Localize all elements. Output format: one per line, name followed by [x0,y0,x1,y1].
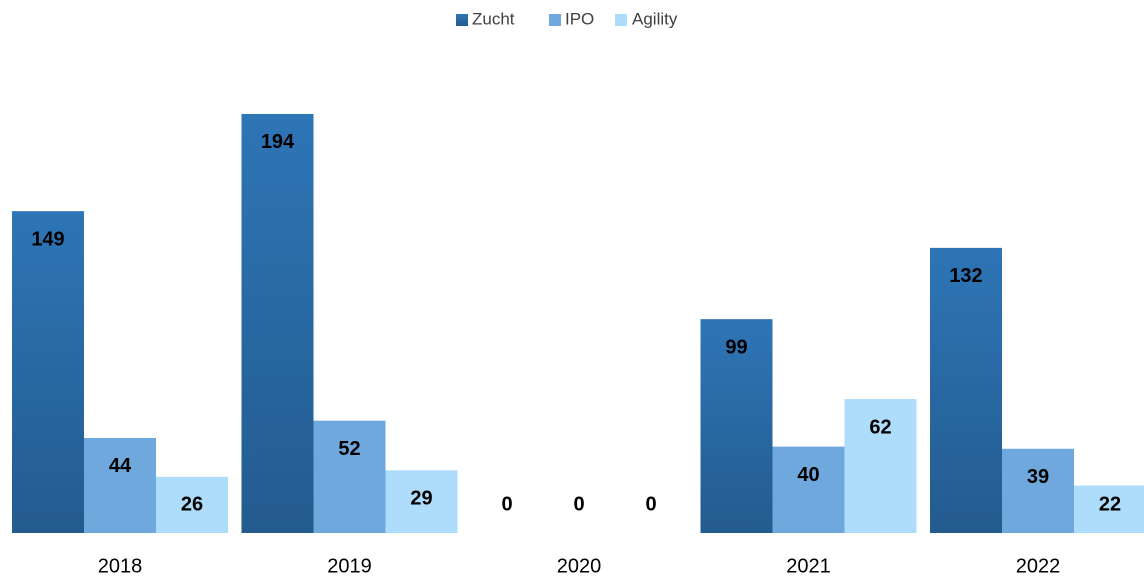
value-label: 40 [797,464,819,486]
legend-swatch [456,14,468,26]
legend-label: Agility [632,9,678,28]
bar [313,420,386,533]
value-label: 0 [573,493,584,515]
legend-swatch [549,14,561,26]
legend-label: Zucht [472,9,515,28]
value-label: 44 [109,455,132,477]
bar [700,319,773,533]
bar [12,211,84,533]
value-label: 194 [261,131,295,153]
x-tick-label: 2018 [98,555,143,577]
bar [1074,485,1144,533]
value-label: 26 [181,493,203,515]
value-label: 132 [949,265,982,287]
bar [844,399,917,533]
bar [84,437,156,533]
bar [241,113,314,534]
bar [1002,448,1074,533]
value-label: 29 [410,488,432,510]
value-label: 62 [869,416,891,438]
bar [772,446,845,533]
value-label: 99 [725,336,747,358]
x-tick-label: 2021 [786,555,831,577]
value-label: 0 [645,493,656,515]
x-tick-label: 2022 [1016,555,1061,577]
value-label: 22 [1099,493,1121,515]
value-label: 52 [338,438,360,460]
legend-label: IPO [565,9,594,28]
legend-swatch [615,14,627,26]
value-label: 149 [31,228,64,250]
bar [385,470,458,533]
value-label: 39 [1027,466,1049,488]
bar [930,247,1002,533]
x-tick-label: 2019 [327,555,372,577]
bar [156,476,228,533]
value-label: 0 [501,493,512,515]
x-tick-label: 2020 [557,555,602,577]
